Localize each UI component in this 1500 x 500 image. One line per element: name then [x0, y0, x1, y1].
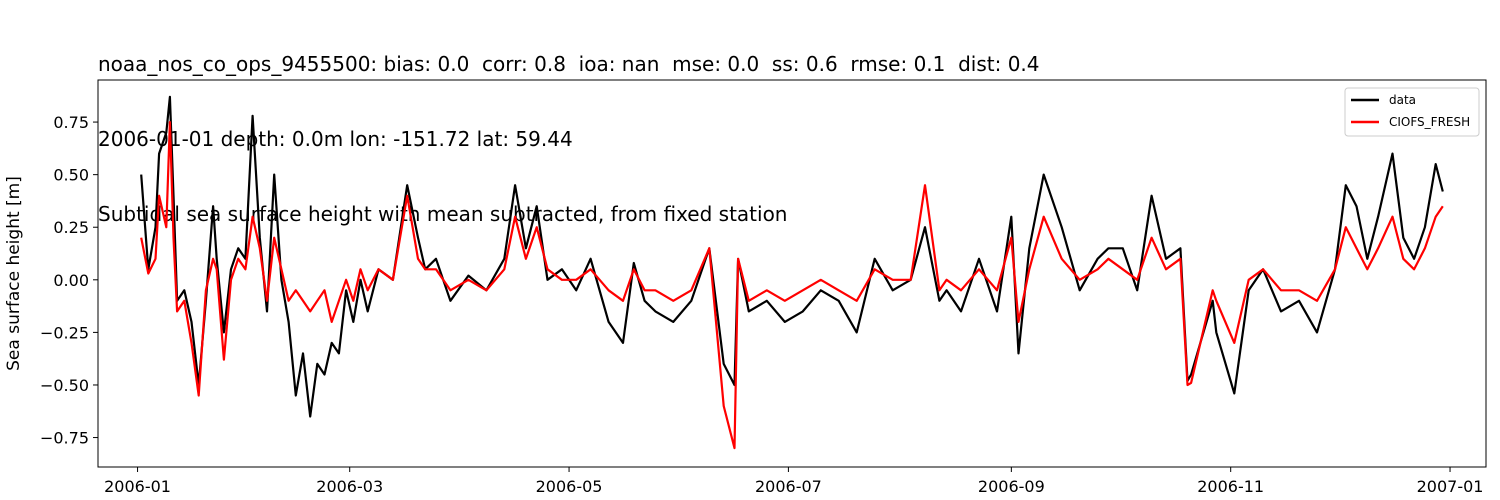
- chart-title: noaa_nos_co_ops_9455500: bias: 0.0 corr:…: [98, 2, 1040, 252]
- y-tick-label: 0.00: [53, 271, 89, 290]
- x-tick-label: 2006-11: [1197, 477, 1264, 496]
- title-line-metrics: noaa_nos_co_ops_9455500: bias: 0.0 corr:…: [98, 52, 1040, 76]
- legend-label-ciofs-fresh: CIOFS_FRESH: [1389, 115, 1470, 129]
- x-tick-label: 2007-01: [1417, 477, 1484, 496]
- y-tick-label: 0.75: [53, 113, 89, 132]
- y-tick-label: −0.50: [40, 376, 89, 395]
- x-axis: 2006-01 2006-03 2006-05 2006-07 2006-09 2006-…: [104, 467, 1483, 496]
- legend-entry-ciofs-fresh: CIOFS_FRESH: [1351, 115, 1470, 129]
- y-axis: −0.75 −0.50 −0.25 0.00 0.25 0.50 0.75: [40, 113, 98, 448]
- x-tick-label: 2006-01: [104, 477, 171, 496]
- y-tick-label: 0.25: [53, 218, 89, 237]
- y-tick-label: −0.25: [40, 323, 89, 342]
- y-axis-label: Sea surface height [m]: [4, 176, 24, 371]
- x-tick-label: 2006-03: [316, 477, 383, 496]
- y-tick-label: 0.50: [53, 166, 89, 185]
- y-tick-label: −0.75: [40, 429, 89, 448]
- x-tick-label: 2006-05: [536, 477, 603, 496]
- plot-frame: [97, 79, 1487, 468]
- legend-entry-data: data: [1351, 93, 1416, 107]
- legend: data CIOFS_FRESH: [1344, 87, 1480, 137]
- x-tick-label: 2006-09: [978, 477, 1045, 496]
- series-line-data: [140, 95, 1444, 418]
- plot-lines: [140, 95, 1444, 450]
- series-line-ciofs-fresh: [140, 120, 1444, 450]
- x-tick-label: 2006-07: [755, 477, 822, 496]
- legend-label-data: data: [1389, 93, 1416, 107]
